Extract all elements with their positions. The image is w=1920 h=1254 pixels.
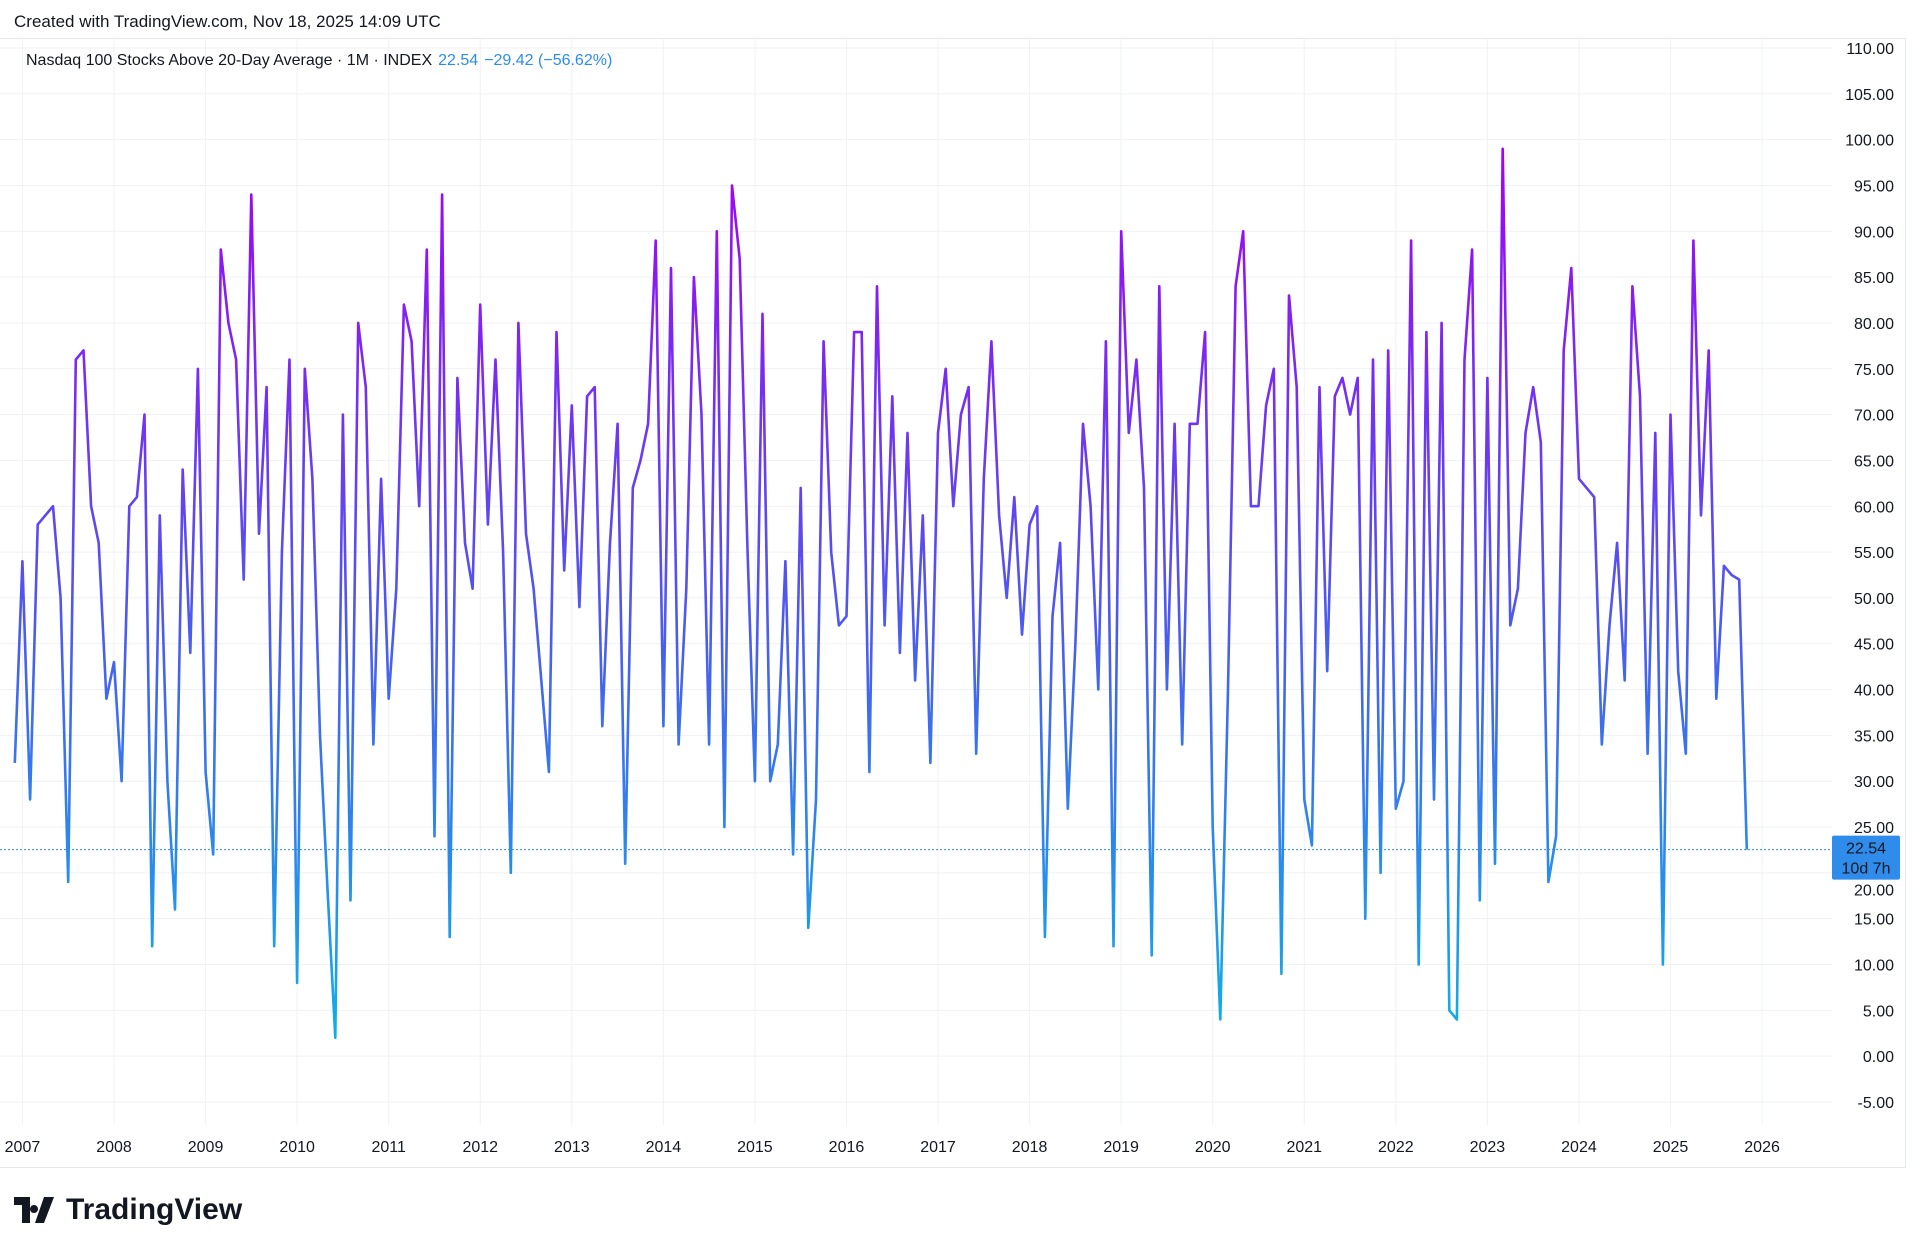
y-tick-label: 30.00 (1854, 774, 1894, 791)
x-tick-label: 2009 (188, 1139, 224, 1156)
created-with-caption: Created with TradingView.com, Nov 18, 20… (14, 12, 441, 31)
x-tick-label: 2021 (1286, 1139, 1322, 1156)
last-price-label: 22.54 10d 7h (1832, 835, 1900, 880)
y-tick-label: 100.00 (1845, 133, 1894, 150)
x-tick-label: 2012 (462, 1139, 498, 1156)
y-tick-label: 70.00 (1854, 408, 1894, 425)
bar-countdown: 10d 7h (1842, 861, 1891, 878)
chart-legend: Nasdaq 100 Stocks Above 20-Day Average ·… (26, 52, 612, 70)
x-tick-label: 2026 (1744, 1139, 1780, 1156)
series-line (13, 147, 1749, 1040)
last-price-value: 22.54 (1846, 841, 1886, 858)
y-tick-label: -5.00 (1858, 1095, 1895, 1112)
change-value: −29.42 (−56.62%) (484, 52, 613, 69)
last-value: 22.54 (438, 52, 479, 69)
x-tick-label: 2015 (737, 1139, 773, 1156)
x-axis: 2007 2008 2009 2010 2011 2012 2013 2014 2015 2016… (5, 1139, 1780, 1156)
x-tick-label: 2013 (554, 1139, 590, 1156)
y-tick-label: 45.00 (1854, 637, 1894, 654)
y-axis: -5.00 0.00 5.00 10.00 15.00 20.00 25.00 30.00 35… (1845, 41, 1894, 1112)
y-tick-label: 85.00 (1854, 270, 1894, 287)
y-tick-label: 105.00 (1845, 87, 1894, 104)
y-tick-label: 25.00 (1854, 820, 1894, 837)
y-tick-label: 20.00 (1854, 883, 1894, 900)
x-tick-label: 2016 (829, 1139, 865, 1156)
x-tick-label: 2008 (96, 1139, 132, 1156)
symbol-title[interactable]: Nasdaq 100 Stocks Above 20-Day Average ·… (26, 52, 433, 69)
x-tick-label: 2017 (920, 1139, 956, 1156)
y-tick-label: 5.00 (1863, 1003, 1894, 1020)
x-tick-label: 2018 (1012, 1139, 1048, 1156)
y-tick-label: 0.00 (1863, 1049, 1894, 1066)
y-tick-label: 65.00 (1854, 453, 1894, 470)
chart-frame (0, 38, 1906, 1168)
y-tick-label: 110.00 (1846, 41, 1894, 58)
x-tick-label: 2011 (371, 1139, 406, 1156)
x-tick-label: 2019 (1103, 1139, 1139, 1156)
logo-text: TradingView (66, 1193, 243, 1226)
y-tick-label: 55.00 (1854, 545, 1894, 562)
y-tick-label: 95.00 (1854, 178, 1894, 195)
y-tick-label: 35.00 (1854, 728, 1894, 745)
x-tick-label: 2020 (1195, 1139, 1231, 1156)
tradingview-logo[interactable]: TradingView (14, 1193, 242, 1227)
x-tick-label: 2022 (1378, 1139, 1414, 1156)
x-tick-label: 2024 (1561, 1139, 1597, 1156)
y-tick-label: 80.00 (1854, 316, 1894, 333)
y-tick-label: 90.00 (1854, 224, 1894, 241)
x-tick-label: 2014 (646, 1139, 682, 1156)
y-tick-label: 50.00 (1854, 591, 1894, 608)
y-tick-label: 75.00 (1854, 362, 1894, 379)
x-tick-label: 2010 (279, 1139, 315, 1156)
y-tick-label: 10.00 (1854, 958, 1894, 975)
y-tick-label: 40.00 (1854, 683, 1894, 700)
y-tick-label: 60.00 (1854, 499, 1894, 516)
x-tick-label: 2023 (1470, 1139, 1506, 1156)
x-tick-label: 2007 (5, 1139, 41, 1156)
y-tick-label: 15.00 (1854, 912, 1894, 929)
tradingview-logo-icon (14, 1197, 54, 1223)
grid-lines (0, 38, 1832, 1125)
x-tick-label: 2025 (1653, 1139, 1689, 1156)
